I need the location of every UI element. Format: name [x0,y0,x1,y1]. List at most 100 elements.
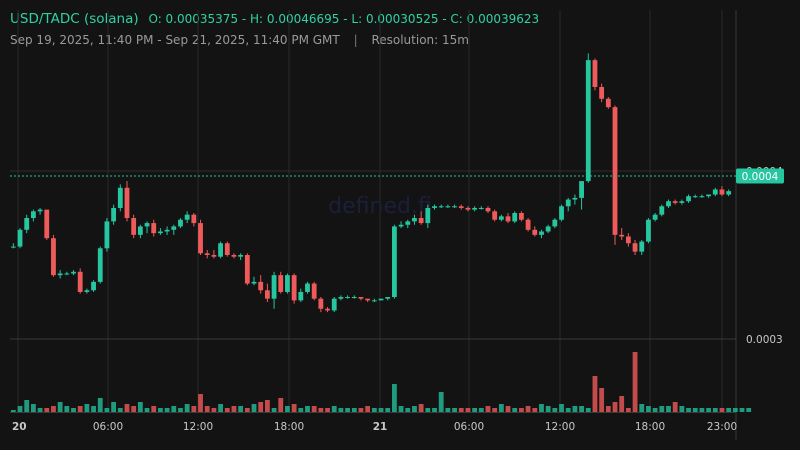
candle-body-90 [612,107,618,235]
volume-bar-44 [305,406,310,412]
candle-body-106 [719,189,725,195]
volume-bar-43 [298,408,304,412]
candle-body-93 [632,243,638,252]
candle-body-43 [298,291,304,301]
volume-bar-42 [291,404,297,412]
candle-body-32 [224,243,230,255]
y-axis: 0.00040.0003 [746,166,783,346]
volume-bar-60 [412,406,417,412]
volume-bar-62 [425,408,431,412]
candle-body-13 [97,248,103,282]
candle-body-24 [171,226,177,230]
chart-header: USD/TADC (solana) O: 0.00035375 - H: 0.0… [10,11,539,27]
x-axis: 20 06:00 12:00 18:00 21 06:00 12:00 18:00 23:00 [12,421,737,433]
volume-bar-2 [24,400,30,412]
candle-body-49 [338,297,344,299]
candle-body-60 [412,218,417,222]
volume-bar-96 [652,408,658,412]
volume-bar-53 [365,406,371,412]
volume-bar-65 [445,408,451,412]
volume-bar-7 [57,402,63,412]
candle-body-50 [345,297,351,298]
volume-bar-103 [699,408,705,412]
x-tick-label-1: 06:00 [93,421,123,433]
volume-bar-67 [458,408,464,412]
volume-bar-69 [472,408,478,412]
volume-bar-83 [565,408,571,412]
candle-body-17 [124,187,130,219]
volume-bar-20 [144,408,150,412]
volume-bar-95 [646,406,651,412]
volume-bar-24 [171,406,177,412]
volume-bar-71 [485,406,491,412]
candle-body-70 [478,207,484,209]
volume-bar-94 [639,404,645,412]
candle-body-54 [371,300,377,302]
volume-bars [10,352,752,412]
volume-bar-27 [191,406,197,412]
candle-body-98 [666,201,671,207]
volume-bar-89 [605,406,611,412]
volume-bar-8 [64,406,70,412]
candle-body-63 [432,206,437,208]
date-range: Sep 19, 2025, 11:40 PM - Sep 21, 2025, 1… [10,33,340,47]
candle-body-5 [44,209,50,239]
candle-body-92 [625,236,631,244]
volume-bar-76 [519,408,524,412]
current-price-tag: 0.0004 [736,168,784,184]
volume-bar-40 [278,398,284,412]
volume-bar-104 [706,408,712,412]
volume-bar-59 [405,408,411,412]
candle-body-65 [445,206,451,208]
candle-body-101 [686,196,691,202]
candle-body-80 [545,226,551,232]
candle-body-55 [378,298,384,301]
volume-bar-31 [218,404,223,412]
candle-body-18 [131,218,137,235]
volume-bar-18 [131,406,137,412]
candle-body-77 [525,219,531,230]
volume-bar-100 [679,406,685,412]
candle-body-9 [71,271,76,274]
candle-body-91 [619,234,625,237]
volume-bar-50 [345,408,351,412]
candle-body-105 [712,189,718,195]
candle-body-96 [652,214,658,220]
volume-bar-14 [104,408,110,412]
candle-body-36 [251,281,257,284]
volume-bar-1 [17,406,23,412]
candle-body-22 [158,231,163,234]
volume-bar-4 [37,408,43,412]
volume-bar-0 [10,410,16,412]
candle-body-81 [552,219,558,227]
x-tick-label-4: 21 [373,421,388,433]
volume-bar-105 [712,408,718,412]
candle-body-61 [418,218,424,224]
volume-bar-74 [505,406,511,412]
volume-bar-30 [211,408,217,412]
candle-body-59 [405,221,411,225]
candle-body-29 [204,253,210,255]
candle-body-75 [512,213,518,222]
candle-body-0 [10,246,16,248]
candle-body-58 [398,224,404,227]
candle-body-67 [458,206,464,208]
candle-body-87 [592,60,598,87]
volume-bar-87 [592,376,598,412]
candle-body-102 [692,196,698,198]
candle-body-97 [659,206,665,215]
volume-bar-41 [285,406,290,412]
candle-body-57 [391,226,397,297]
volume-bar-70 [478,408,484,412]
volume-bar-54 [371,408,377,412]
volume-bar-3 [30,404,36,412]
volume-bar-80 [545,406,551,412]
volume-bar-9 [71,408,76,412]
candle-body-72 [492,211,498,220]
volume-bar-32 [224,408,230,412]
x-tick-label-7: 18:00 [635,421,665,433]
grid [10,10,737,440]
candle-body-7 [57,273,63,276]
candle-body-23 [164,229,170,232]
